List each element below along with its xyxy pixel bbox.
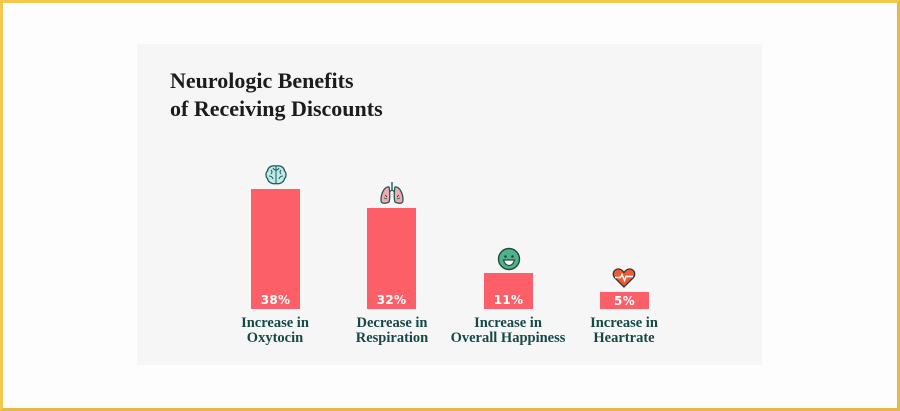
bar-value-label: 32% bbox=[376, 293, 407, 307]
category-label-respiration: Decrease in Respiration bbox=[355, 315, 429, 346]
bar-value-label: 11% bbox=[493, 293, 524, 307]
brain-icon bbox=[265, 165, 287, 185]
bar-heartrate: 5% bbox=[600, 292, 649, 309]
chart-title: Neurologic Benefits of Receiving Discoun… bbox=[170, 67, 383, 123]
chart-title-line-2: of Receiving Discounts bbox=[170, 96, 383, 121]
chart-panel bbox=[137, 44, 762, 365]
bar-oxytocin: 38% bbox=[251, 189, 300, 309]
bar-value-label: 38% bbox=[260, 293, 291, 307]
lungs-icon bbox=[380, 182, 404, 204]
heart-pulse-icon bbox=[612, 268, 636, 288]
category-label-heartrate: Increase in Heartrate bbox=[590, 315, 658, 346]
category-label-oxytocin: Increase in Oxytocin bbox=[241, 315, 309, 346]
bar-respiration: 32% bbox=[367, 208, 416, 309]
chart-title-line-1: Neurologic Benefits bbox=[170, 68, 354, 93]
bar-value-label: 5% bbox=[614, 294, 635, 308]
smiley-face-icon bbox=[497, 247, 521, 271]
category-label-happiness: Increase in Overall Happiness bbox=[450, 315, 566, 346]
bar-happiness: 11% bbox=[484, 273, 533, 309]
